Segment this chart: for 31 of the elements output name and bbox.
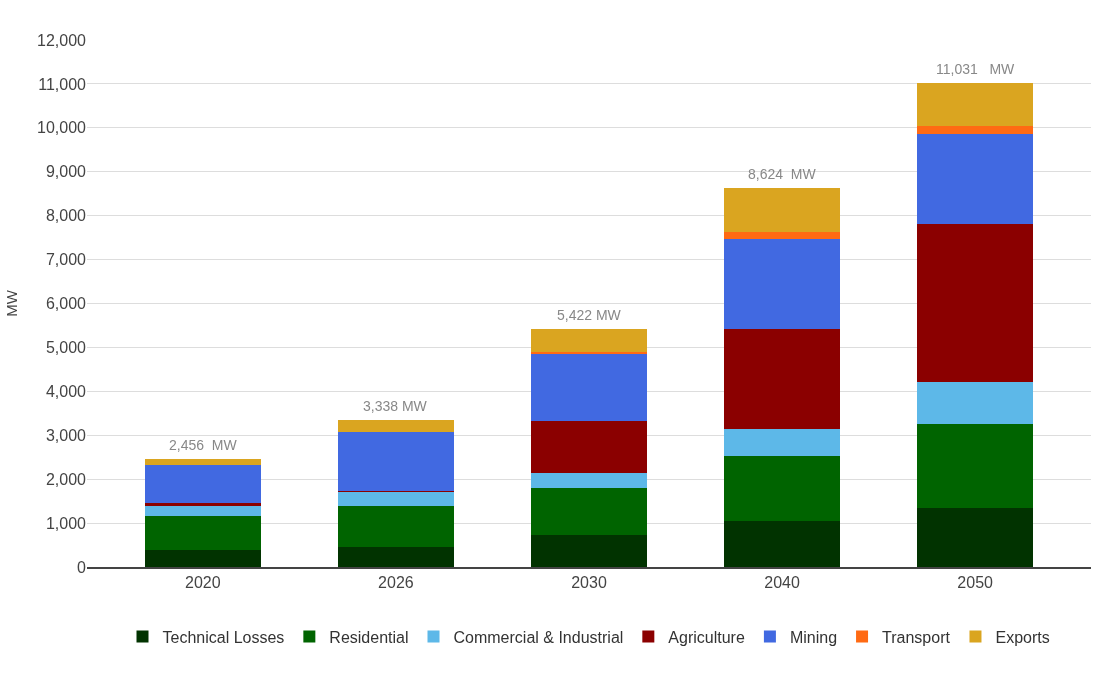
legend-label: Exports xyxy=(995,628,1050,646)
total-label: 3,338 MW xyxy=(363,398,428,414)
x-tick-label: 2030 xyxy=(571,574,607,592)
legend-label: Mining xyxy=(789,628,838,646)
legend-label: Transport xyxy=(882,628,951,646)
y-tick-label: 9,000 xyxy=(45,163,87,181)
y-tick-label: 2,000 xyxy=(45,470,87,488)
y-tick-label: 7,000 xyxy=(45,251,87,269)
x-tick-label: 2040 xyxy=(764,574,800,592)
y-tick-label: 3,000 xyxy=(45,426,87,444)
y-tick-label: 12,000 xyxy=(37,31,87,49)
y-tick-label: 6,000 xyxy=(45,295,87,313)
legend-label: Commercial & Industrial xyxy=(453,628,624,646)
x-tick-label: 2050 xyxy=(957,574,994,592)
y-tick-label: 0 xyxy=(77,558,87,576)
legend-label: Agriculture xyxy=(668,628,745,646)
y-tick-label: 4,000 xyxy=(45,382,87,400)
y-tick-label: 11,000 xyxy=(38,75,87,93)
y-tick-label: 5,000 xyxy=(45,339,87,357)
y-tick-label: 1,000 xyxy=(45,514,87,532)
y-tick-label: 10,000 xyxy=(37,119,87,137)
legend-label: Residential xyxy=(329,628,409,646)
total-label: 11,031 MW xyxy=(936,61,1016,77)
y-axis-title: MW xyxy=(3,289,21,317)
y-tick-label: 8,000 xyxy=(45,207,87,225)
total-label: 2,456 MW xyxy=(169,437,238,453)
total-label: 8,624 MW xyxy=(748,166,817,182)
x-tick-label: 2026 xyxy=(378,574,414,592)
x-tick-label: 2020 xyxy=(185,574,221,592)
legend-label: Technical Losses xyxy=(162,628,285,646)
total-label: 5,422 MW xyxy=(557,307,622,323)
